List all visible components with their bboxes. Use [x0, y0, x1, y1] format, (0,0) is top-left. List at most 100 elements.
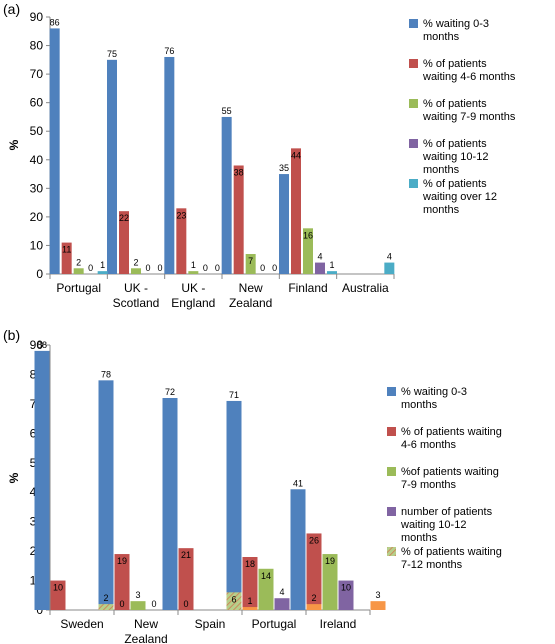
y-tick-label: 70: [30, 67, 44, 81]
bar: [384, 262, 395, 274]
data-label: 6: [231, 594, 236, 604]
y-tick-label: 90: [30, 338, 44, 352]
data-label: 2: [311, 593, 316, 603]
x-tick-label: Ireland: [320, 617, 357, 631]
bar: [245, 254, 256, 274]
y-tick-label: 80: [30, 39, 44, 53]
y-tick-label: 0: [36, 267, 43, 281]
bar: [370, 601, 386, 610]
bar: [178, 548, 194, 610]
y-tick-label: 40: [30, 153, 44, 167]
bar: [107, 59, 117, 275]
data-label: 1: [329, 260, 334, 270]
data-label: 75: [107, 49, 117, 59]
legend-label: %of patients waiting 7-9 months: [401, 466, 499, 491]
data-label: 41: [293, 478, 303, 488]
data-label: 0: [183, 599, 188, 609]
data-label: 11: [62, 245, 71, 255]
bar: [73, 268, 84, 274]
data-label: 1: [191, 260, 196, 270]
bar: [221, 116, 232, 274]
data-label: 0: [119, 599, 124, 609]
data-label: 7: [248, 256, 253, 266]
bar: [226, 592, 242, 610]
x-tick-label: UK -Scotland: [113, 281, 160, 310]
data-label: 10: [53, 583, 63, 593]
bar: [98, 380, 114, 610]
legend-label: % waiting 0-3 months: [401, 386, 467, 411]
legend-swatch: [387, 427, 396, 436]
x-tick-label: Australia: [342, 281, 389, 295]
legend-swatch: [409, 179, 418, 188]
y-tick-label: 90: [30, 10, 44, 24]
legend-swatch: [409, 139, 418, 148]
data-label: 2: [76, 257, 81, 267]
data-label: 19: [117, 556, 127, 566]
data-label: 10: [341, 583, 351, 593]
bar: [290, 489, 306, 610]
data-label: 0: [157, 263, 162, 273]
bar: [327, 271, 337, 274]
legend-swatch: [387, 467, 396, 476]
bar: [34, 350, 50, 610]
y-tick-label: 50: [30, 124, 44, 138]
bar: [98, 604, 114, 610]
x-tick-label: Sweden: [60, 617, 103, 631]
x-tick-label: Portugal: [252, 617, 297, 631]
data-label: 86: [50, 17, 60, 27]
data-label: 0: [203, 263, 208, 273]
bar: [303, 228, 313, 274]
data-label: 22: [119, 213, 129, 223]
x-tick-label: New Zealand: [124, 617, 167, 644]
data-label: 0: [151, 599, 156, 609]
legend-label: % of patients waiting 10-12 months: [422, 138, 488, 176]
x-tick-label: UK -England: [171, 281, 215, 310]
legend-swatch: [387, 547, 396, 556]
data-label: 71: [229, 390, 239, 400]
bar: [242, 557, 258, 610]
legend-swatch: [409, 19, 418, 28]
data-label: 4: [387, 252, 392, 262]
x-tick-label: Finland: [288, 281, 327, 295]
bar: [61, 242, 72, 274]
y-tick-label: 20: [30, 210, 44, 224]
data-label: 72: [165, 387, 175, 397]
bar: [338, 580, 354, 610]
data-label: 3: [135, 590, 140, 600]
bar: [306, 604, 322, 610]
bar: [130, 601, 146, 610]
bar: [188, 271, 199, 274]
x-tick-label: Spain: [195, 617, 226, 631]
data-label: 14: [261, 571, 271, 581]
data-label: 23: [176, 210, 186, 220]
data-label: 4: [279, 587, 284, 597]
bar: [97, 271, 108, 274]
bar: [233, 165, 244, 274]
y-tick-label: 30: [30, 181, 44, 195]
bar: [176, 208, 187, 274]
bar: [164, 56, 175, 274]
bar: [242, 607, 258, 610]
legend-swatch: [387, 507, 396, 516]
bar: [322, 554, 338, 610]
legend-swatch: [409, 99, 418, 108]
bar: [315, 262, 325, 274]
bar: [291, 148, 301, 274]
data-label: 18: [245, 559, 255, 569]
data-label: 1: [100, 260, 105, 270]
data-label: 78: [101, 369, 111, 379]
data-label: 44: [291, 150, 301, 160]
bar: [119, 211, 129, 274]
data-label: 55: [222, 106, 232, 116]
legend-label: % of patients waiting over 12 months: [422, 178, 497, 216]
bar: [306, 533, 322, 610]
legend-swatch: [409, 59, 418, 68]
data-label: 1: [247, 596, 252, 606]
data-label: 0: [215, 263, 220, 273]
panel-label: (b): [3, 327, 20, 343]
bar: [50, 580, 66, 610]
data-label: 35: [279, 163, 289, 173]
x-tick-label: New Zealand: [229, 281, 272, 310]
